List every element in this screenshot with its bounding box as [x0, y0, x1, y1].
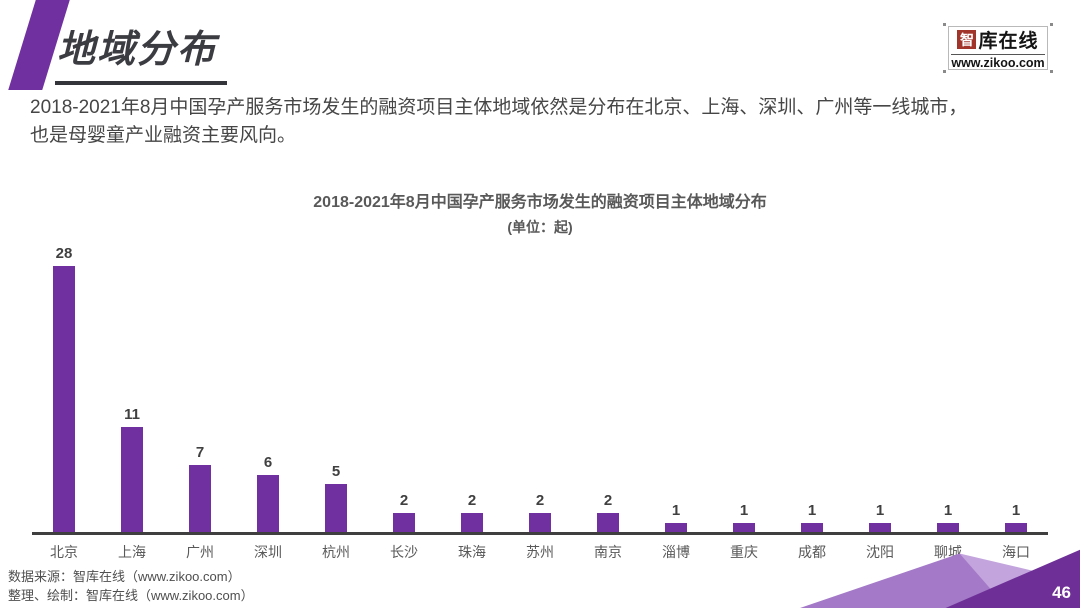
chart-column: 5 杭州: [302, 240, 370, 570]
bar-value-label: 1: [807, 501, 817, 519]
bar-value-label: 28: [55, 244, 73, 262]
bar-wrap: 7: [166, 240, 234, 532]
logo-corner-dot: [943, 70, 946, 73]
bar-value-label: 5: [331, 463, 341, 481]
data-source-note: 数据来源：智库在线（www.zikoo.com）: [8, 569, 241, 584]
bar-value-label: 2: [467, 492, 477, 509]
bar-wrap: 2: [370, 240, 438, 532]
bar-value-label: 6: [263, 453, 273, 471]
bar-wrap: 2: [574, 240, 642, 532]
page-title: 地域分布: [55, 18, 228, 85]
chart-column: 1 淄博: [642, 240, 710, 570]
bar-category-label: 长沙: [390, 544, 418, 560]
bar-value-label: 2: [535, 492, 545, 509]
bar-category-label: 沈阳: [866, 544, 894, 560]
bar: [801, 522, 823, 532]
bar-category-label: 海口: [1002, 544, 1030, 560]
chart-column: 6 深圳: [234, 240, 302, 570]
bar-wrap: 1: [642, 240, 710, 532]
chart-title: 2018-2021年8月中国孕产服务市场发生的融资项目主体地域分布: [313, 194, 767, 211]
chart-column: 1 聊城: [914, 240, 982, 570]
bar-category-label: 重庆: [730, 544, 758, 560]
chart-column: 2 长沙: [370, 240, 438, 570]
chart-unit-label: (单位：起): [507, 219, 573, 235]
bar-category-label: 成都: [798, 544, 826, 560]
chart-column: 11 上海: [98, 240, 166, 570]
chart-column: 2 珠海: [438, 240, 506, 570]
chart-column: 2 南京: [574, 240, 642, 570]
logo-corner-dot: [1050, 70, 1053, 73]
logo-corner-dot: [1050, 23, 1053, 26]
logo-seal-icon: 智: [957, 30, 977, 49]
chart-column: 1 沈阳: [846, 240, 914, 570]
bar-value-label: 1: [875, 501, 885, 519]
bar-category-label: 淄博: [662, 544, 690, 560]
bar-wrap: 1: [982, 240, 1050, 532]
corner-decoration: 46: [800, 546, 1080, 608]
logo-brand-text: 库在线: [978, 31, 1039, 52]
bar: [189, 465, 211, 532]
bar-wrap: 1: [710, 240, 778, 532]
bar-wrap: 6: [234, 240, 302, 532]
chart-column: 28 北京: [30, 240, 98, 570]
chart-column: 7 广州: [166, 240, 234, 570]
bar-wrap: 1: [914, 240, 982, 532]
intro-line-1: 2018-2021年8月中国孕产服务市场发生的融资项目主体地域依然是分布在北京、…: [30, 97, 968, 118]
logo-url: www.zikoo.com: [951, 54, 1045, 70]
bar-wrap: 2: [506, 240, 574, 532]
bar: [461, 513, 483, 532]
bar-category-label: 上海: [118, 544, 146, 560]
bar-category-label: 杭州: [322, 544, 350, 560]
bar: [53, 265, 75, 532]
zikoo-logo: 智 库在线 www.zikoo.com: [943, 23, 1053, 73]
bar-chart: 28 北京 11 上海 7 广州 6 深圳 5 杭州 2 长沙 2 珠海 2 苏州 2 南京 1 淄博 1 重庆 1 成都 1 沈…: [30, 240, 1050, 570]
bar-value-label: 2: [399, 492, 409, 509]
bar: [665, 522, 687, 532]
bar-wrap: 1: [778, 240, 846, 532]
bar-value-label: 1: [1011, 501, 1021, 519]
bar-wrap: 11: [98, 240, 166, 532]
bar-category-label: 苏州: [526, 544, 554, 560]
bar: [937, 522, 959, 532]
bar-wrap: 5: [302, 240, 370, 532]
bar-value-label: 7: [195, 444, 205, 462]
bar-value-label: 2: [603, 492, 613, 509]
chart-column: 1 成都: [778, 240, 846, 570]
bar-category-label: 珠海: [458, 544, 486, 560]
bar: [121, 427, 143, 532]
chart-column: 2 苏州: [506, 240, 574, 570]
bar-wrap: 1: [846, 240, 914, 532]
bar: [869, 522, 891, 532]
bar-category-label: 深圳: [254, 544, 282, 560]
chart-column: 1 海口: [982, 240, 1050, 570]
page-number: 46: [1052, 583, 1071, 602]
bar-category-label: 北京: [50, 544, 78, 560]
bar-value-label: 11: [124, 406, 140, 424]
bar: [529, 513, 551, 532]
intro-paragraph: 2018-2021年8月中国孕产服务市场发生的融资项目主体地域依然是分布在北京、…: [30, 94, 1060, 150]
bar: [597, 513, 619, 532]
bar-wrap: 28: [30, 240, 98, 532]
credit-note: 整理、绘制：智库在线（www.zikoo.com）: [8, 588, 254, 603]
bar-category-label: 广州: [186, 544, 214, 560]
bar: [393, 513, 415, 532]
bar: [1005, 522, 1027, 532]
bar: [733, 522, 755, 532]
bar-wrap: 2: [438, 240, 506, 532]
bar: [257, 474, 279, 532]
logo-corner-dot: [943, 23, 946, 26]
x-axis-line: [32, 532, 1048, 535]
bar-value-label: 1: [671, 501, 681, 519]
chart-columns: 28 北京 11 上海 7 广州 6 深圳 5 杭州 2 长沙 2 珠海 2 苏州 2 南京 1 淄博 1 重庆 1 成都 1 沈…: [30, 240, 1050, 570]
intro-line-2: 也是母婴童产业融资主要风向。: [30, 125, 297, 146]
bar-value-label: 1: [943, 501, 953, 519]
chart-column: 1 重庆: [710, 240, 778, 570]
bar-value-label: 1: [739, 501, 749, 519]
bar-category-label: 南京: [594, 544, 622, 560]
logo-brand-row: 智 库在线: [957, 26, 1038, 53]
bar: [325, 484, 347, 532]
